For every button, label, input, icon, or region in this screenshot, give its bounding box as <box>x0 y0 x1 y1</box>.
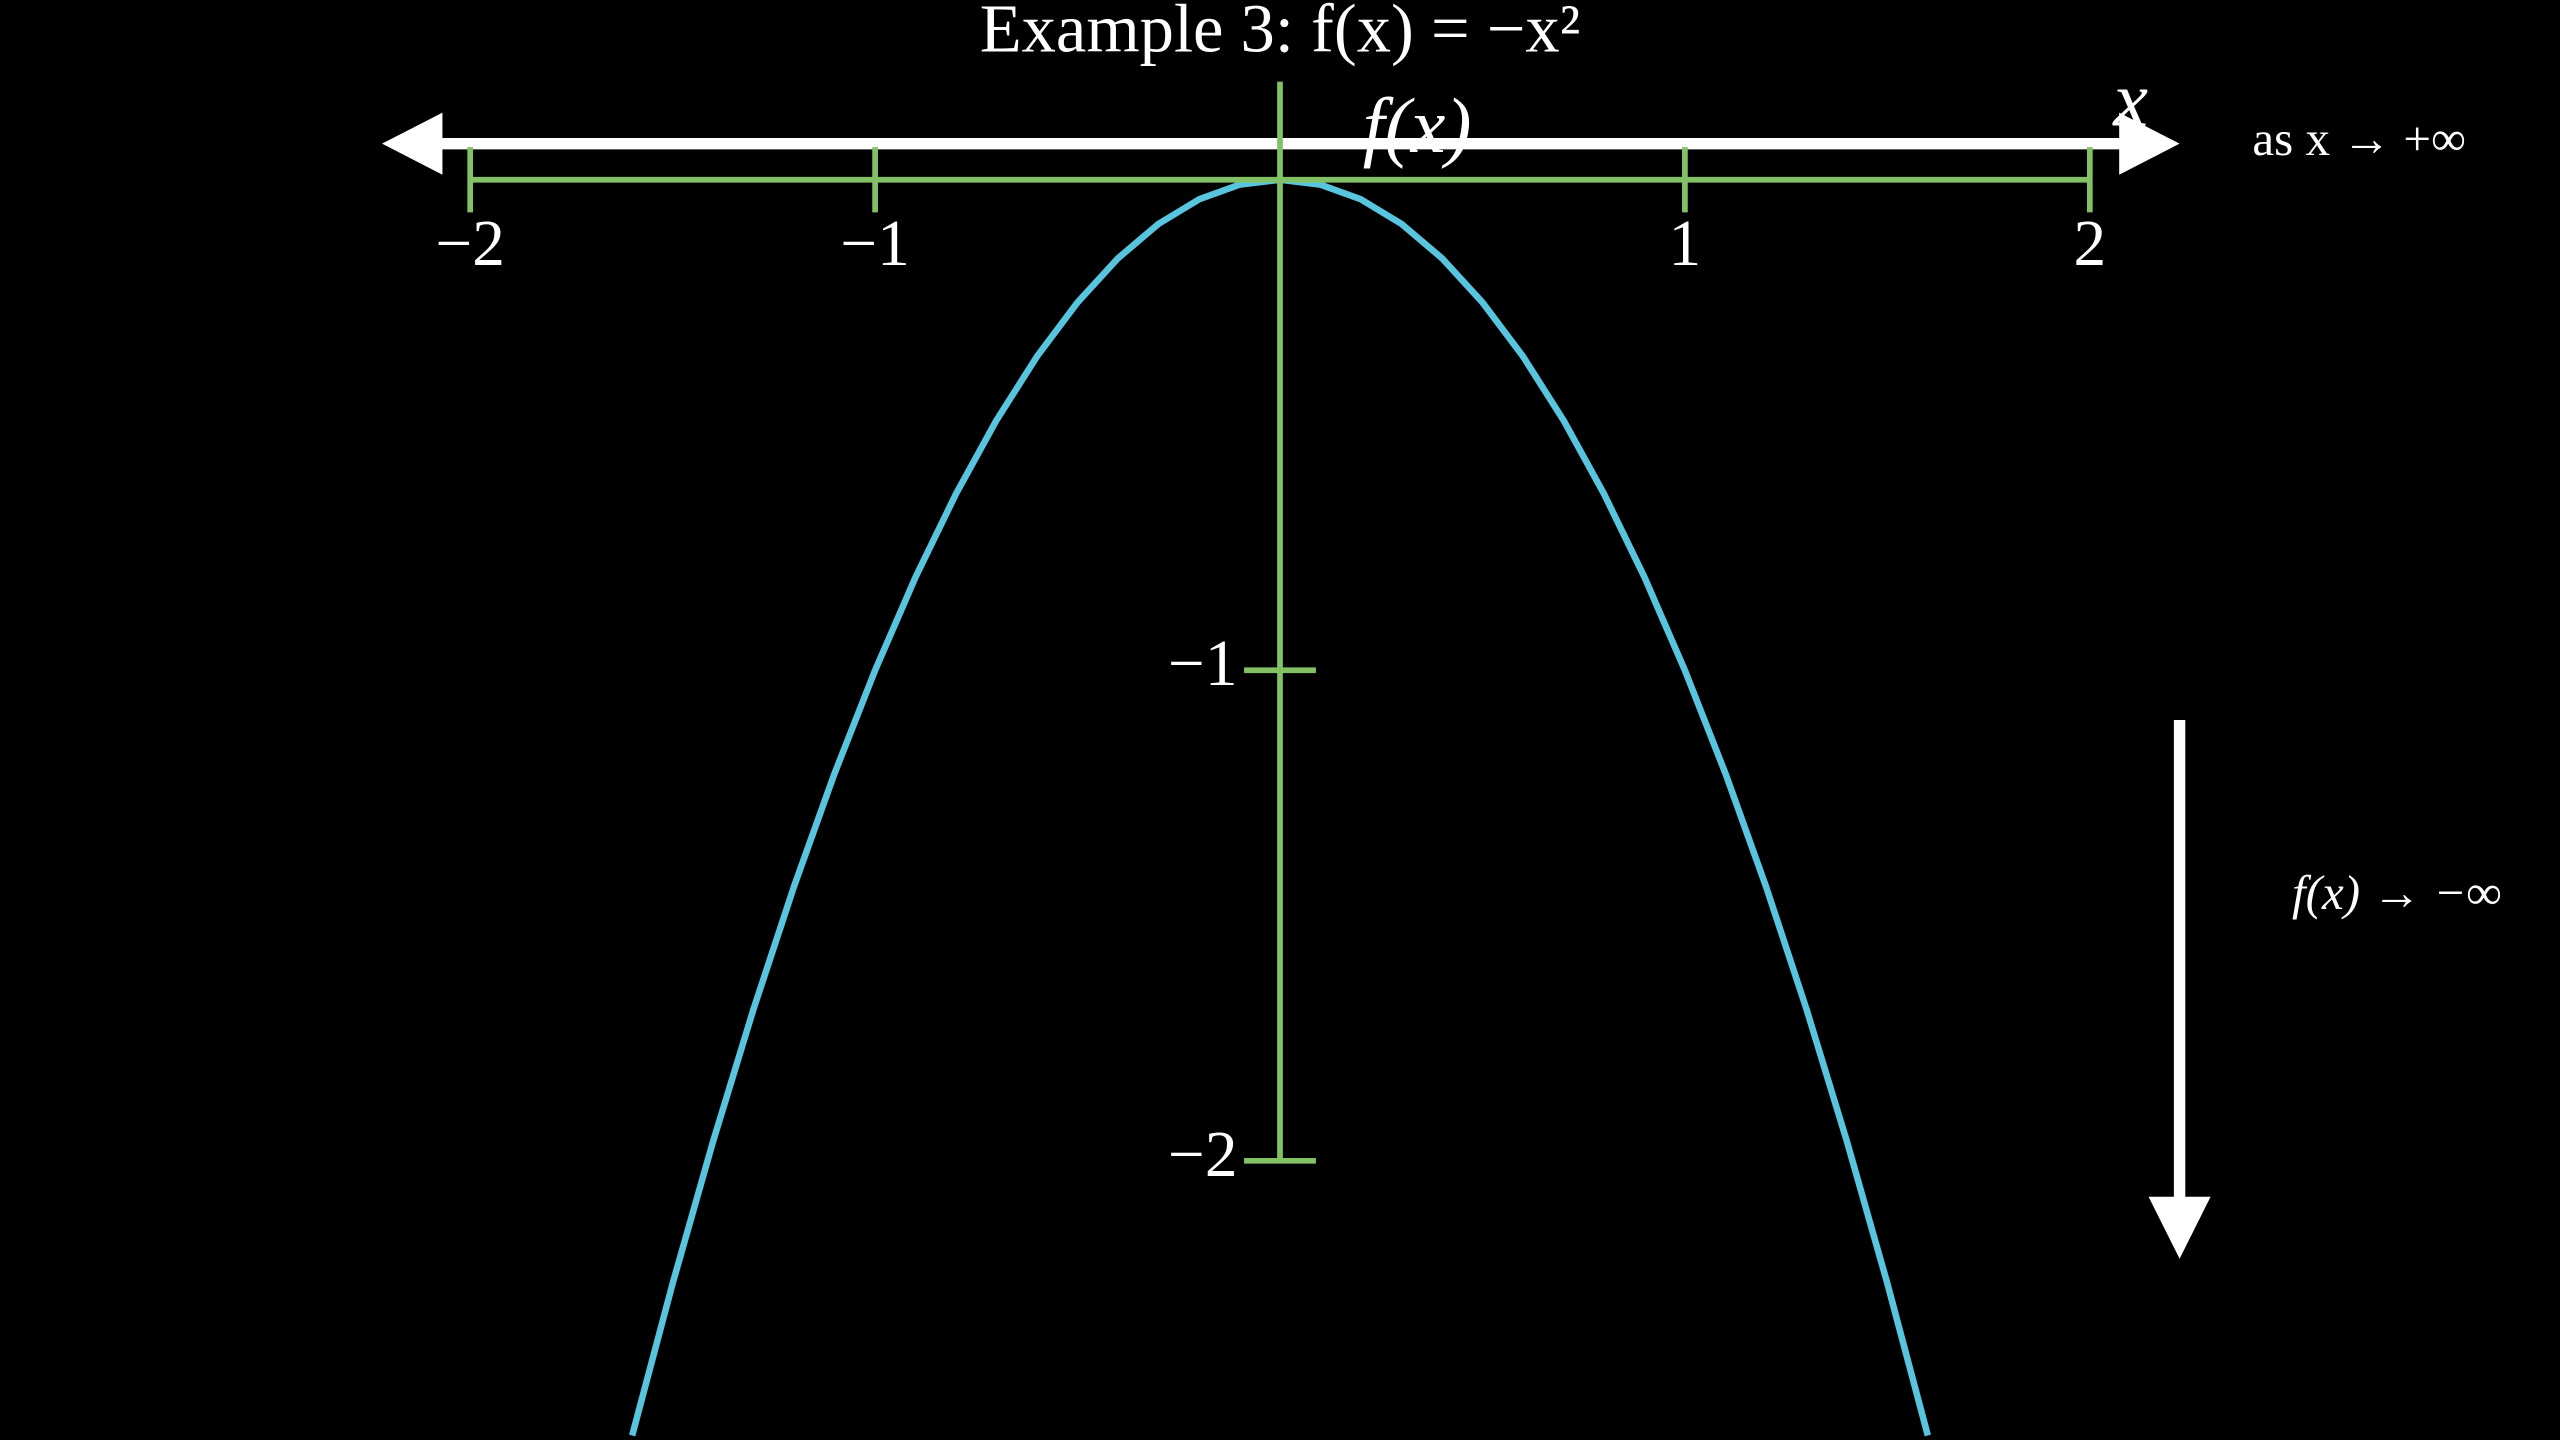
x-tick-label: 1 <box>1669 208 1702 280</box>
x-axis-label: x <box>2112 56 2148 143</box>
x-tick-label: −2 <box>435 208 504 280</box>
chart-title: Example 3: f(x) = −x² <box>980 0 1581 67</box>
x-tick-label: 2 <box>2073 208 2106 280</box>
arrow-head <box>2119 112 2180 175</box>
y-tick-label: −1 <box>1168 628 1237 700</box>
x-tick-label: −1 <box>840 208 909 280</box>
y-axis-label: f(x) <box>1363 82 1472 169</box>
y-tick-label: −2 <box>1168 1119 1237 1191</box>
annotation: f(x) → −∞ <box>2292 865 2501 920</box>
arrow-head <box>2148 1196 2211 1259</box>
annotation: as x → +∞ <box>2252 111 2466 166</box>
arrow-head <box>382 112 443 175</box>
